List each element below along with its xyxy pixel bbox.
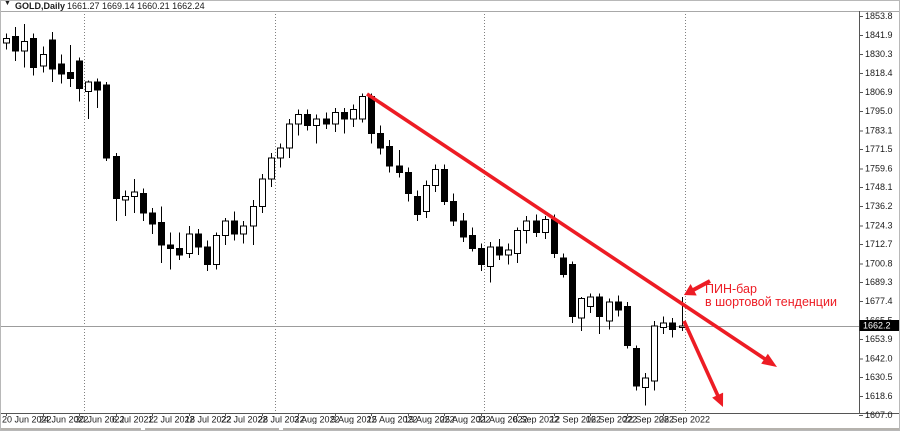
svg-text:1724.3: 1724.3 [865, 220, 893, 230]
symbol-timeframe-label: GOLD,Daily [15, 1, 66, 11]
axes [1, 11, 899, 414]
price-scale: 1853.8 1841.9 1830.3 1818.4 1806.9 1795.0 1783… [859, 11, 893, 420]
period-separators [84, 11, 686, 413]
svg-text:25 Aug 2022: 25 Aug 2022 [440, 415, 491, 425]
svg-text:1795.0: 1795.0 [865, 106, 893, 116]
candles [3, 23, 686, 406]
svg-text:1653.9: 1653.9 [865, 334, 893, 344]
svg-text:24 Jun 2022: 24 Jun 2022 [39, 415, 89, 425]
svg-text:1642.0: 1642.0 [865, 353, 893, 363]
svg-text:1630.5: 1630.5 [865, 372, 893, 382]
annotation-line1: ПИН-бар [705, 282, 757, 296]
svg-text:12 Jul 2022: 12 Jul 2022 [148, 415, 195, 425]
svg-text:3 Aug 2022: 3 Aug 2022 [294, 415, 340, 425]
svg-text:1712.7: 1712.7 [865, 239, 893, 249]
svg-text:1806.9: 1806.9 [865, 87, 893, 97]
ohlc-values-label: 1661.27 1669.14 1660.21 1662.24 [67, 1, 205, 11]
svg-text:28 Jul 2022: 28 Jul 2022 [258, 415, 305, 425]
chart-title-bar: ▼ GOLD,Daily 1661.27 1669.14 1660.21 166… [1, 1, 899, 11]
symbol-dropdown-icon[interactable]: ▼ [4, 0, 11, 7]
svg-text:22 Jul 2022: 22 Jul 2022 [221, 415, 268, 425]
svg-text:1853.8: 1853.8 [865, 11, 893, 21]
svg-text:6 Sep 2022: 6 Sep 2022 [513, 415, 559, 425]
scrollbar-groove[interactable] [145, 428, 279, 430]
svg-text:1771.5: 1771.5 [865, 144, 893, 154]
svg-text:9 Aug 2022: 9 Aug 2022 [331, 415, 377, 425]
svg-text:19 Aug 2022: 19 Aug 2022 [404, 415, 455, 425]
svg-text:1700.8: 1700.8 [865, 258, 893, 268]
svg-text:6 Jul 2022: 6 Jul 2022 [112, 415, 154, 425]
svg-text:1830.3: 1830.3 [865, 49, 893, 59]
scrollbar-groove[interactable] [283, 428, 899, 430]
svg-text:1607.0: 1607.0 [865, 410, 893, 420]
annotation-line2: в шортовой тенденции [705, 295, 837, 309]
svg-text:1748.1: 1748.1 [865, 182, 893, 192]
svg-text:15 Aug 2022: 15 Aug 2022 [367, 415, 418, 425]
svg-text:12 Sep 2022: 12 Sep 2022 [550, 415, 601, 425]
svg-text:22 Sep 2022: 22 Sep 2022 [623, 415, 674, 425]
scrollbar-groove[interactable] [1, 428, 141, 430]
svg-text:1818.4: 1818.4 [865, 68, 893, 78]
svg-text:31 Aug 2022: 31 Aug 2022 [477, 415, 528, 425]
svg-text:1677.4: 1677.4 [865, 296, 893, 306]
bid-price-tag: 1662.2 [859, 320, 899, 332]
svg-text:16 Sep 2022: 16 Sep 2022 [586, 415, 637, 425]
svg-text:1618.6: 1618.6 [865, 391, 893, 401]
svg-text:20 Jun 2022: 20 Jun 2022 [2, 415, 52, 425]
svg-text:1736.2: 1736.2 [865, 201, 893, 211]
svg-text:18 Jul 2022: 18 Jul 2022 [185, 415, 232, 425]
horizontal-scrollbar[interactable] [1, 424, 899, 430]
pin-bar-annotation: ПИН-бар в шортовой тенденции [705, 283, 837, 309]
svg-text:28 Sep 2022: 28 Sep 2022 [659, 415, 710, 425]
svg-text:1841.9: 1841.9 [865, 30, 893, 40]
svg-text:1759.6: 1759.6 [865, 163, 893, 173]
svg-text:1689.3: 1689.3 [865, 277, 893, 287]
svg-text:30 Jun 2022: 30 Jun 2022 [75, 415, 125, 425]
trend-annotations [366, 92, 777, 407]
svg-text:1783.1: 1783.1 [865, 125, 893, 135]
svg-text:1662.2: 1662.2 [863, 321, 891, 331]
